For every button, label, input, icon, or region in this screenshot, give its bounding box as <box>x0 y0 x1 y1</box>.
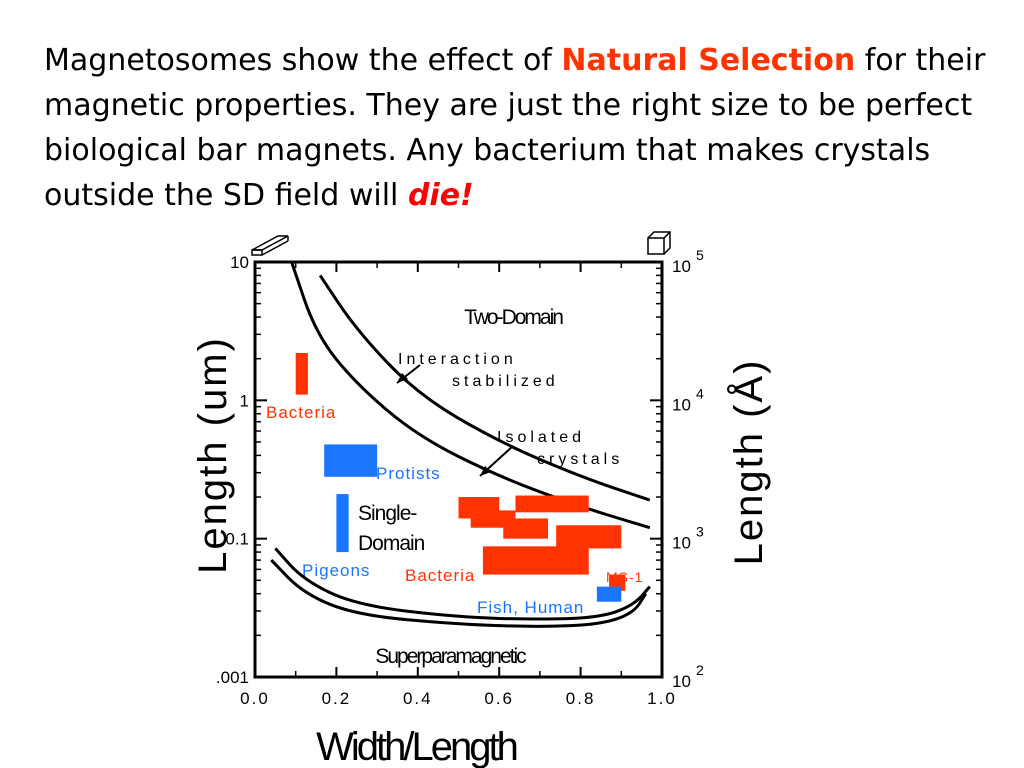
region-label-superparamagnetic: Superparamagnetic <box>375 645 526 668</box>
x-tick-label-1: 0.2 <box>322 689 352 708</box>
x-tick-label-5: 1.0 <box>647 689 677 708</box>
annotation-interaction-line1: Interaction <box>398 351 517 368</box>
x-axis-title: Width/Length <box>316 725 516 768</box>
annotation-isolated-line1: Isolated <box>497 429 585 446</box>
data-box-protists-1-0 <box>324 444 378 477</box>
annotation-isolated-line2: crystals <box>537 451 623 468</box>
data-box-bacteria-3-3 <box>503 518 549 539</box>
elongated-prism-icon <box>251 235 289 256</box>
y-tick-label-right-3: 10 <box>672 257 691 276</box>
slide-heading: Magnetosomes show the effect of Natural … <box>44 38 1014 218</box>
heading-text-2: for their magnetic properties. They are … <box>44 43 986 213</box>
group-label-fish-human: Fish, Human <box>477 598 584 617</box>
y-tick-label-right-2: 10 <box>672 395 691 414</box>
heading-emphasis: die! <box>407 178 474 213</box>
y-tick-label-right-exp-3: 5 <box>696 247 704 263</box>
region-label-single-domain-line1: Single- <box>358 502 417 525</box>
y-tick-label-left-1: 0.1 <box>225 530 249 549</box>
group-label-bacteria-lower: Bacteria <box>405 566 475 585</box>
region-label-single-domain-line2: Domain <box>358 532 425 555</box>
x-tick-label-3: 0.6 <box>484 689 514 708</box>
data-box-bacteria-3-4 <box>556 525 622 549</box>
y-axis-title-left: Length (um) <box>191 336 235 574</box>
y-tick-label-right-1: 10 <box>672 534 691 553</box>
group-label-pigeons: Pigeons <box>302 561 370 580</box>
y-axis-title-right: Length (Å) <box>726 359 771 566</box>
y-tick-label-left-3: 10 <box>230 253 249 272</box>
x-tick-label-2: 0.4 <box>403 689 433 708</box>
interaction-stabilized-boundary <box>290 261 651 530</box>
superparamagnetic-boundary-lower <box>270 559 647 628</box>
data-box-fish-human-5-0 <box>596 586 622 602</box>
data-box-bacteria-0-0 <box>295 352 308 395</box>
heading-text-1: Magnetosomes show the effect of <box>44 43 562 78</box>
data-box-bacteria-3-5 <box>482 546 589 575</box>
y-tick-label-left-0: .001 <box>216 668 249 687</box>
group-label-bacteria-upper: Bacteria <box>266 403 336 422</box>
data-box-pigeons-2-0 <box>336 494 349 553</box>
y-tick-label-right-exp-1: 3 <box>696 524 704 540</box>
x-tick-label-0: 0.0 <box>240 689 270 708</box>
y-tick-label-right-exp-0: 2 <box>696 662 704 678</box>
cube-icon <box>647 231 671 255</box>
y-tick-label-right-exp-2: 4 <box>696 385 704 401</box>
region-label-two-domain: Two-Domain <box>464 306 563 329</box>
superparamagnetic-boundary-upper <box>274 547 651 621</box>
y-tick-label-right-0: 10 <box>672 672 691 691</box>
group-label-protists: Protists <box>376 464 441 483</box>
data-box-bacteria-3-1 <box>515 495 589 513</box>
x-tick-label-4: 0.8 <box>566 689 596 708</box>
y-tick-label-left-2: 1 <box>240 391 249 410</box>
heading-highlight: Natural Selection <box>561 43 856 78</box>
annotation-interaction-line2: stabilized <box>452 373 559 390</box>
isolated-crystals-boundary <box>318 274 651 502</box>
